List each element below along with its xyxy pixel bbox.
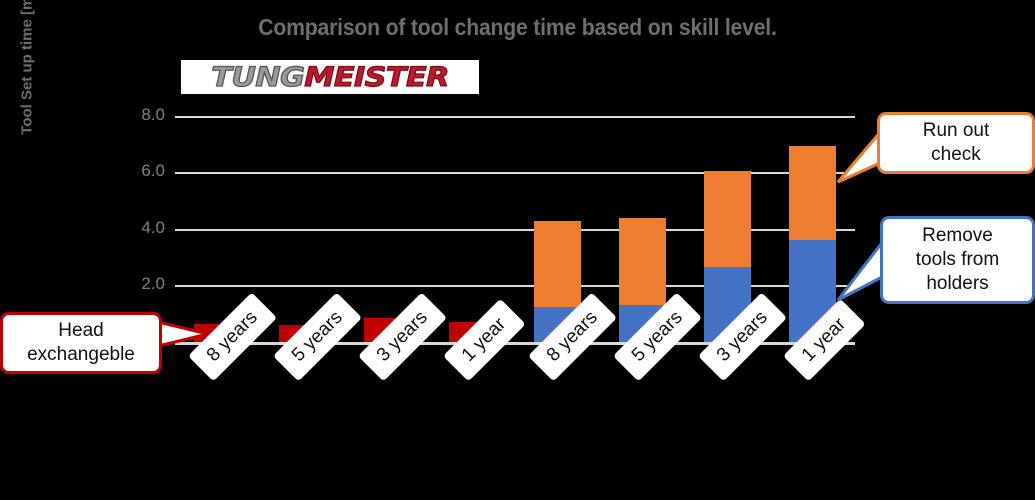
callout-remove-line3: holders <box>926 272 989 294</box>
logo-text-part1: TUNG <box>211 61 306 93</box>
callout-head-line1: Head <box>58 320 104 342</box>
y-tick-label: 6.0 <box>141 161 165 181</box>
callout-remove-line2: tools from <box>915 249 1000 271</box>
callout-run-out-check: Run out check <box>877 112 1035 174</box>
callout-remove-tools: Remove tools from holders <box>880 216 1035 304</box>
page-title: Comparison of tool change time based on … <box>258 14 777 40</box>
callout-runout-line1: Run out <box>922 120 990 142</box>
gridline <box>175 172 855 175</box>
y-tick-label: 4.0 <box>141 217 165 237</box>
gridline <box>175 115 855 118</box>
callout-remove-line1: Remove <box>922 225 993 247</box>
tungmeister-logo: TUNGMEISTER <box>181 60 479 94</box>
y-tick-label: 2.0 <box>141 274 165 294</box>
logo-text-part2: MEISTER <box>304 61 450 93</box>
x-axis-line <box>175 342 855 345</box>
gridline <box>175 285 855 288</box>
gridline <box>175 228 855 231</box>
bar-segment <box>704 171 751 268</box>
logo-text: TUNGMEISTER <box>211 61 450 93</box>
callout-head-exchangeble: Head exchangeble <box>0 312 162 374</box>
callout-runout-line2: check <box>931 144 981 165</box>
bar-segment <box>789 145 836 241</box>
y-axis-title: Tool Set up time [min] <box>18 0 36 135</box>
callout-head-line2: exchangeble <box>27 344 135 365</box>
y-tick-label: 8.0 <box>141 104 165 124</box>
bar-segment <box>619 217 666 306</box>
bar-segment <box>534 220 581 307</box>
